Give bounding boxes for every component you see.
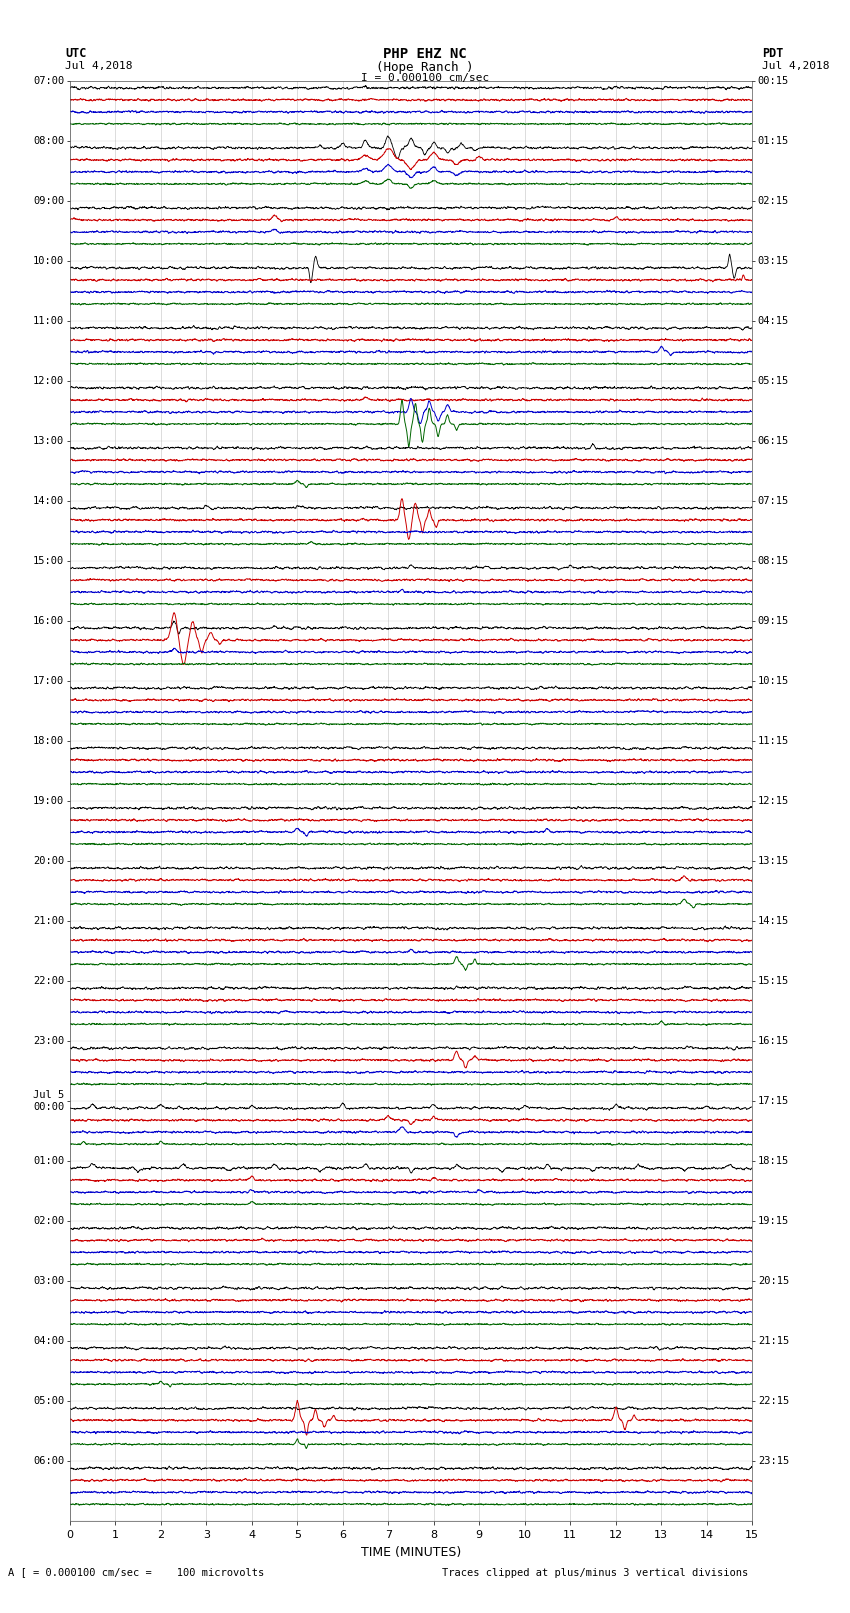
Text: Traces clipped at plus/minus 3 vertical divisions: Traces clipped at plus/minus 3 vertical … <box>442 1568 748 1578</box>
Text: PHP EHZ NC: PHP EHZ NC <box>383 47 467 61</box>
Text: A [ = 0.000100 cm/sec =    100 microvolts: A [ = 0.000100 cm/sec = 100 microvolts <box>8 1568 264 1578</box>
Text: I = 0.000100 cm/sec: I = 0.000100 cm/sec <box>361 73 489 82</box>
X-axis label: TIME (MINUTES): TIME (MINUTES) <box>361 1545 461 1558</box>
Text: (Hope Ranch ): (Hope Ranch ) <box>377 61 473 74</box>
Text: Jul 4,2018: Jul 4,2018 <box>65 61 133 71</box>
Text: PDT: PDT <box>762 47 784 60</box>
Text: UTC: UTC <box>65 47 87 60</box>
Text: Jul 4,2018: Jul 4,2018 <box>762 61 830 71</box>
